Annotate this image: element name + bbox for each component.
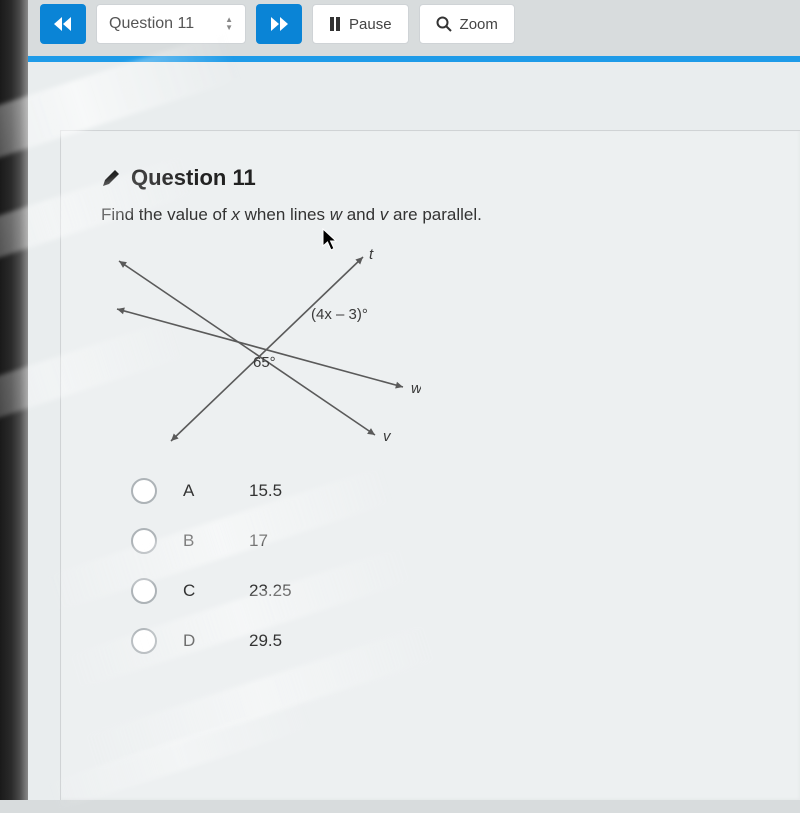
- question-card: Question 11 Find the value of x when lin…: [60, 130, 800, 800]
- answer-option-a[interactable]: A 15.5: [101, 466, 760, 516]
- svg-text:v: v: [383, 428, 392, 445]
- option-letter: D: [183, 631, 223, 651]
- radio-c[interactable]: [131, 578, 157, 604]
- option-value: 17: [249, 531, 268, 551]
- pause-label: Pause: [349, 16, 392, 33]
- pencil-icon: [101, 168, 121, 188]
- svg-text:t: t: [369, 246, 374, 263]
- answer-option-c[interactable]: C 23.25: [101, 566, 760, 616]
- question-prompt: Find the value of x when lines w and v a…: [101, 205, 760, 225]
- option-value: 29.5: [249, 631, 282, 651]
- option-letter: C: [183, 581, 223, 601]
- var-w: w: [330, 205, 342, 224]
- answer-option-d[interactable]: D 29.5: [101, 616, 760, 666]
- diagram-svg: t w v (4x – 3)° 65°: [101, 243, 421, 453]
- radio-b[interactable]: [131, 528, 157, 554]
- question-title: Question 11: [101, 165, 760, 191]
- pause-icon: [329, 17, 341, 31]
- next-button[interactable]: [256, 4, 302, 44]
- radio-d[interactable]: [131, 628, 157, 654]
- option-value: 23.25: [249, 581, 292, 601]
- screen-bezel: [0, 0, 28, 800]
- radio-a[interactable]: [131, 478, 157, 504]
- toolbar: Question 11 ▲▼ Pause Zoom: [40, 4, 780, 44]
- question-selector-label: Question 11: [109, 15, 194, 33]
- rewind-icon: [53, 16, 73, 32]
- fast-forward-icon: [269, 16, 289, 32]
- zoom-label: Zoom: [460, 16, 498, 33]
- prompt-text: are parallel.: [388, 205, 482, 224]
- option-letter: B: [183, 531, 223, 551]
- answer-option-b[interactable]: B 17: [101, 516, 760, 566]
- svg-text:(4x – 3)°: (4x – 3)°: [311, 306, 368, 323]
- accent-bar: [28, 56, 800, 62]
- zoom-icon: [436, 16, 452, 32]
- prompt-text: Find the value of: [101, 205, 231, 224]
- question-number: Question 11: [131, 165, 256, 191]
- prompt-text: and: [342, 205, 380, 224]
- prev-button[interactable]: [40, 4, 86, 44]
- stepper-icon: ▲▼: [225, 16, 233, 32]
- var-x: x: [231, 205, 240, 224]
- svg-text:65°: 65°: [253, 354, 276, 371]
- prompt-text: when lines: [240, 205, 330, 224]
- answer-options: A 15.5 B 17 C 23.25 D 29.5: [101, 466, 760, 666]
- zoom-button[interactable]: Zoom: [419, 4, 515, 44]
- option-value: 15.5: [249, 481, 282, 501]
- svg-text:w: w: [411, 380, 421, 397]
- pause-button[interactable]: Pause: [312, 4, 409, 44]
- option-letter: A: [183, 481, 223, 501]
- geometry-diagram: t w v (4x – 3)° 65°: [101, 243, 760, 458]
- question-selector[interactable]: Question 11 ▲▼: [96, 4, 246, 44]
